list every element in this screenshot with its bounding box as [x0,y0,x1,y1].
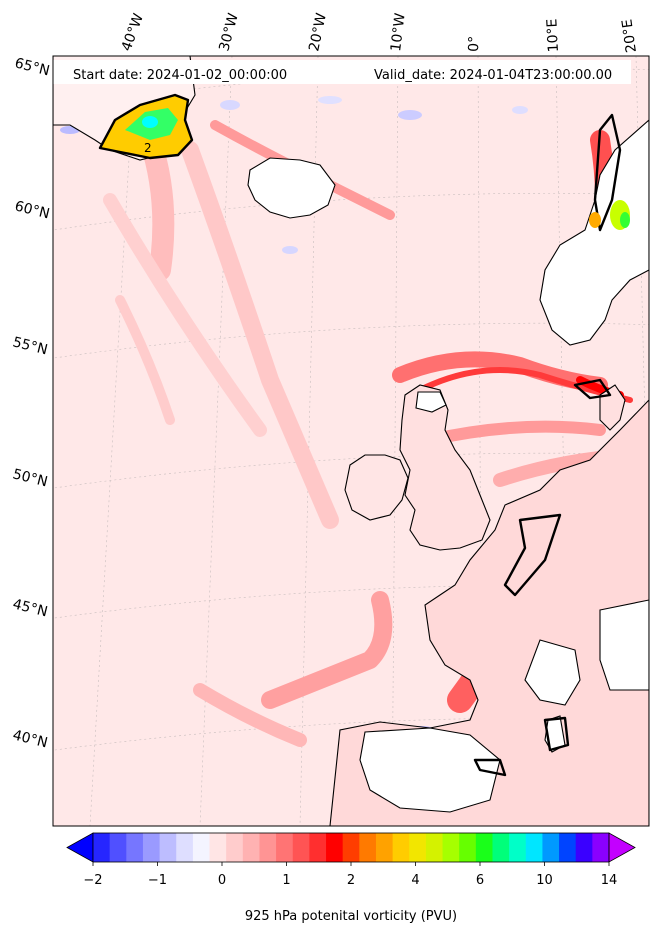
lon-label: 40°W [119,11,147,53]
ireland [344,454,409,521]
colorbar-swatch [575,833,593,862]
continental-europe [329,399,649,826]
colorbar-tick-label: 2 [347,873,355,888]
colorbar-swatch [209,833,227,862]
colorbar-tick-label: 0 [218,873,226,888]
colorbar-swatch [509,833,527,862]
colorbar-swatch [126,833,144,862]
colorbar-tick-label: −2 [83,873,102,888]
colorbar-swatch [592,833,610,862]
colorbar-swatch [559,833,577,862]
colorbar-tick-label: −1 [148,873,167,888]
lon-label: 10°W [388,12,409,52]
longitude-labels: 40°W 30°W 20°W 10°W 0° 10°E 20°E [119,11,640,53]
lat-label: 55°N [11,334,49,358]
colorbar-swatch [542,833,560,862]
colorbar-tick-label: 1 [282,873,290,888]
iberia-plateau [359,727,501,813]
colorbar-swatch [459,833,477,862]
colorbar-swatch [442,833,460,862]
colorbar-swatch [93,833,111,862]
colorbar-swatch [326,833,344,862]
pv-maxima [142,116,630,230]
colorbar-swatch [259,833,277,862]
colorbar-swatch [109,833,127,862]
colorbar-extend-max [608,832,636,863]
lat-label: 65°N [13,55,51,79]
colorbar-title: 925 hPa potenital vorticity (PVU) [245,909,457,924]
colorbar-swatch [492,833,510,862]
colorbar-swatch [276,833,294,862]
colorbar-tick-label: 14 [601,873,618,888]
lat-label: 40°N [11,727,49,751]
lon-label: 30°W [216,11,242,53]
colorbar-swatch [409,833,427,862]
norway [539,119,649,346]
lon-label: 20°W [306,12,330,53]
latitude-labels: 65°N 60°N 55°N 50°N 45°N 40°N [11,55,51,751]
colorbar-swatch [159,833,177,862]
alps [524,639,581,706]
colorbar: −2 −1 0 1 2 4 6 10 14 [66,832,636,888]
lat-label: 60°N [13,198,51,222]
balkans-plateau [599,599,649,691]
map-panel: 2 Start date: 2024-01-02_00:00:00 Valid_… [53,56,649,826]
lon-label: 0° [466,36,483,52]
colorbar-swatch [359,833,377,862]
colorbar-swatch [342,833,360,862]
contour-label: 2 [144,141,152,155]
colorbar-swatch [226,833,244,862]
lon-label: 20°E [619,18,640,54]
great-britain [399,384,491,551]
colorbar-swatch [392,833,410,862]
header-strip [53,60,631,84]
colorbar-swatch [525,833,543,862]
colorbar-swatch [375,833,394,862]
colorbar-swatch [425,833,444,862]
colorbar-swatch [475,833,493,862]
valid-date-label: Valid_date: 2024-01-04T23:00:00.00 [374,68,612,83]
lon-label: 10°E [544,18,562,52]
colorbar-swatch [142,833,161,862]
colorbar-swatch [176,833,194,862]
colorbar-swatch [192,833,211,862]
colorbar-tick-label: 6 [476,873,484,888]
lat-label: 45°N [11,596,49,620]
colorbar-extend-min [66,832,94,863]
scotland-highlands [415,391,447,413]
iceland [247,157,336,219]
start-date-label: Start date: 2024-01-02_00:00:00 [73,68,287,83]
lat-label: 50°N [11,466,49,490]
map-frame [52,55,650,827]
colorbar-tick-label: 10 [536,873,553,888]
colorbar-swatch [309,833,327,862]
colorbar-swatch [292,833,310,862]
colorbar-swatch [242,833,260,862]
colorbar-tick-label: 4 [411,873,419,888]
